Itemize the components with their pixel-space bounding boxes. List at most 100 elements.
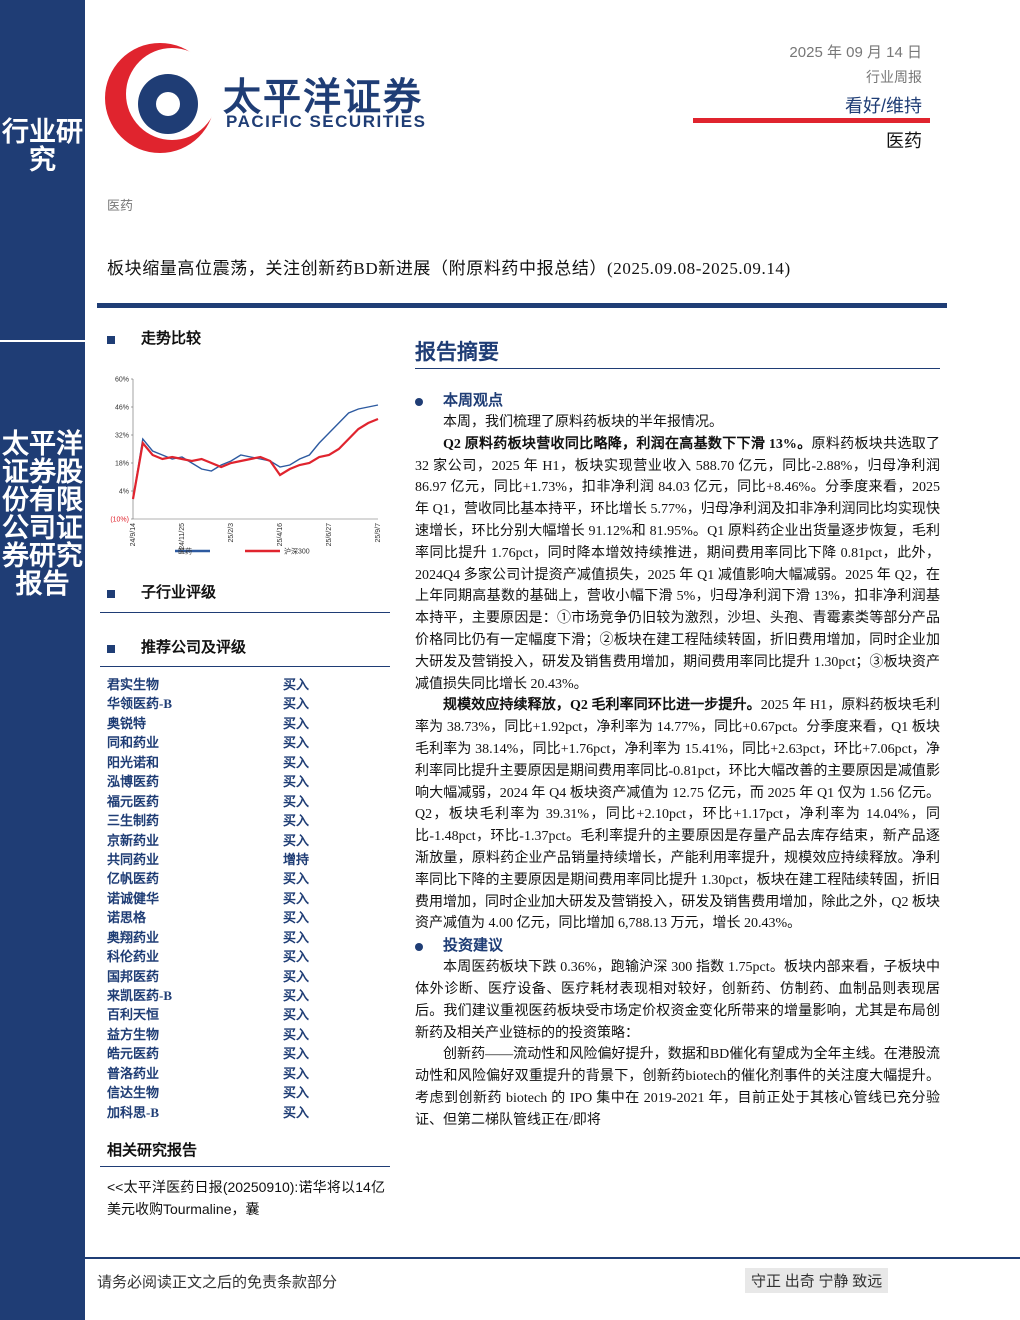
related-heading: 相关研究报告: [107, 1143, 198, 1159]
company-rating: 买入: [283, 929, 310, 945]
company-rating: 增持: [283, 851, 310, 867]
legend-label: 医药: [178, 547, 192, 556]
legend-label: 沪深300: [284, 547, 310, 556]
paragraph-lead: 规模效应持续释放，Q2 毛利率同环比进一步提升。: [443, 698, 761, 714]
company-row: 福元医药 买入: [107, 791, 387, 810]
company-rating: 买入: [283, 1085, 310, 1101]
paragraph-text: 本周，我们梳理了原料药板块的半年报情况。: [443, 415, 723, 430]
company-row: 诺思格 买入: [107, 907, 387, 926]
motto: 守正 出奇 宁静 致远: [745, 1268, 889, 1293]
company-name: 科伦药业: [107, 949, 160, 965]
y-tick-label: 4%: [119, 489, 129, 496]
section-label: 医药: [107, 198, 134, 213]
summary-body: 本周观点 本周，我们梳理了原料药板块的半年报情况。 Q2 原料药板块营收同比略降，…: [415, 390, 940, 1132]
company-rating: 买入: [283, 735, 310, 751]
paragraph-text: 原料药板块共选取了 32 家公司，2025 年 H1，板块实现营业收入 588.…: [415, 436, 940, 692]
company-name: 同和药业: [107, 735, 160, 751]
company-row: 共同药业 增持: [107, 849, 387, 868]
company-rating: 买入: [283, 1026, 310, 1042]
rating: 看好/维持: [844, 96, 922, 116]
company-name: 泓博医药: [107, 774, 160, 790]
company-name: 三生制药: [107, 813, 160, 829]
disclaimer: 请务必阅读正文之后的免责条款部分: [97, 1275, 338, 1291]
company-rating: 买入: [283, 890, 310, 906]
company-name: 益方生物: [107, 1026, 160, 1042]
company-name: 来凯医药-B: [107, 988, 173, 1003]
paragraph: 本周，我们梳理了原料药板块的半年报情况。: [415, 412, 940, 434]
sidebar-top: 行业研究: [2, 117, 83, 175]
x-tick-label: 25/6/27: [326, 523, 333, 546]
invest-heading: 投资建议: [415, 935, 940, 957]
company-rating: 买入: [283, 813, 310, 829]
chart: 60% 46% 32% 18% 4% (10%)24/9/14 24/11/25 25/2/3…: [110, 377, 382, 556]
company-name: 奥翔药业: [107, 929, 160, 945]
x-tick-label: 25/9/7: [375, 523, 382, 543]
paragraph-text: 2025 年 H1，原料药板块毛利率为 38.73%，同比+1.92pct，净利…: [415, 698, 940, 932]
series-line: [132, 404, 379, 500]
x-tick-label: 24/9/14: [130, 523, 137, 546]
paragraph: 创新药——流动性和风险偏好提升，数据和BD催化有望成为全年主线。在港股流动性和风…: [415, 1047, 940, 1128]
x-tick-label: 24/11/25: [179, 523, 186, 550]
title-rule: [97, 303, 947, 308]
company-row: 奥翔药业 买入: [107, 927, 387, 946]
company-row: 百利天恒 买入: [107, 1004, 387, 1023]
company-row: 亿帆医药 买入: [107, 868, 387, 887]
logo-cn: 太平洋证券: [223, 77, 424, 119]
company-rating: 买入: [283, 793, 310, 809]
company-name: 普洛药业: [107, 1065, 160, 1081]
company-rating: 买入: [283, 871, 310, 887]
company-row: 三生制药 买入: [107, 810, 387, 829]
sidebar: 行业研究 太平洋证券股份有限公司证券研究报告: [0, 0, 85, 1320]
company-row: 京新药业 买入: [107, 830, 387, 849]
company-rating: 买入: [283, 774, 310, 790]
trend-heading: 走势比较: [107, 327, 201, 348]
company-name: 福元医药: [107, 793, 160, 809]
company-name: 君实生物: [107, 677, 160, 692]
company-rating: 买入: [283, 910, 310, 926]
invest-paragraphs: 本周医药板块下跌 0.36%，跑输沪深 300 指数 1.75pct。板块内部来…: [415, 957, 940, 1131]
view-heading: 本周观点: [415, 390, 940, 412]
company-rating: 买入: [283, 1007, 310, 1023]
company-rating: 买入: [283, 754, 310, 770]
footer-rule: [85, 1257, 1020, 1259]
company-rating: 买入: [283, 968, 310, 984]
company-name: 诺思格: [107, 910, 147, 926]
sub-rating-heading: 子行业评级: [107, 581, 216, 602]
company-row: 皓元医药 买入: [107, 1043, 387, 1062]
paragraph-lead: Q2 原料药板块营收同比略降，利润在高基数下下滑 13%。: [443, 436, 812, 452]
rule: [100, 612, 390, 613]
report-type: 行业周报: [866, 69, 922, 85]
company-row: 加科思-B 买入: [107, 1102, 387, 1121]
rule: [415, 368, 940, 369]
company-row: 普洛药业 买入: [107, 1063, 387, 1082]
rule: [100, 666, 390, 667]
y-tick-label: 18%: [115, 461, 129, 468]
company-row: 诺诚健华 买入: [107, 888, 387, 907]
company-row: 华领医药-B 买入: [107, 693, 387, 712]
y-tick-label: 46%: [115, 405, 129, 412]
company-row: 同和药业 买入: [107, 732, 387, 751]
industry: 医药: [886, 131, 922, 151]
rating-line: [693, 118, 930, 123]
company-name: 皓元医药: [107, 1046, 160, 1062]
company-rating: 买入: [283, 1046, 310, 1062]
company-rating: 买入: [283, 949, 310, 965]
x-tick-label: 25/2/3: [228, 523, 235, 543]
logo-mark: [105, 43, 218, 153]
company-name: 华领医药-B: [107, 696, 173, 712]
company-name: 共同药业: [107, 851, 160, 867]
paragraph: Q2 原料药板块营收同比略降，利润在高基数下下滑 13%。原料药板块共选取了 3…: [415, 434, 940, 696]
sidebar-bottom: 太平洋证券股份有限公司证券研究报告: [2, 429, 83, 599]
logo-en: PACIFIC SECURITIES: [226, 112, 427, 131]
related-text: <<太平洋医药日报(20250910):诺华将以14亿美元收购Tourmalin…: [107, 1179, 385, 1217]
company-row: 阳光诺和 买入: [107, 752, 387, 771]
company-row: 来凯医药-B 买入: [107, 985, 387, 1004]
divider: [0, 340, 85, 342]
company-row: 益方生物 买入: [107, 1024, 387, 1043]
paragraph: 本周医药板块下跌 0.36%，跑输沪深 300 指数 1.75pct。板块内部来…: [415, 960, 940, 1041]
company-rating: 买入: [283, 1065, 310, 1081]
series-line: [131, 417, 379, 500]
summary-heading: 报告摘要: [415, 340, 499, 364]
company-row: 奥锐特 买入: [107, 713, 387, 732]
